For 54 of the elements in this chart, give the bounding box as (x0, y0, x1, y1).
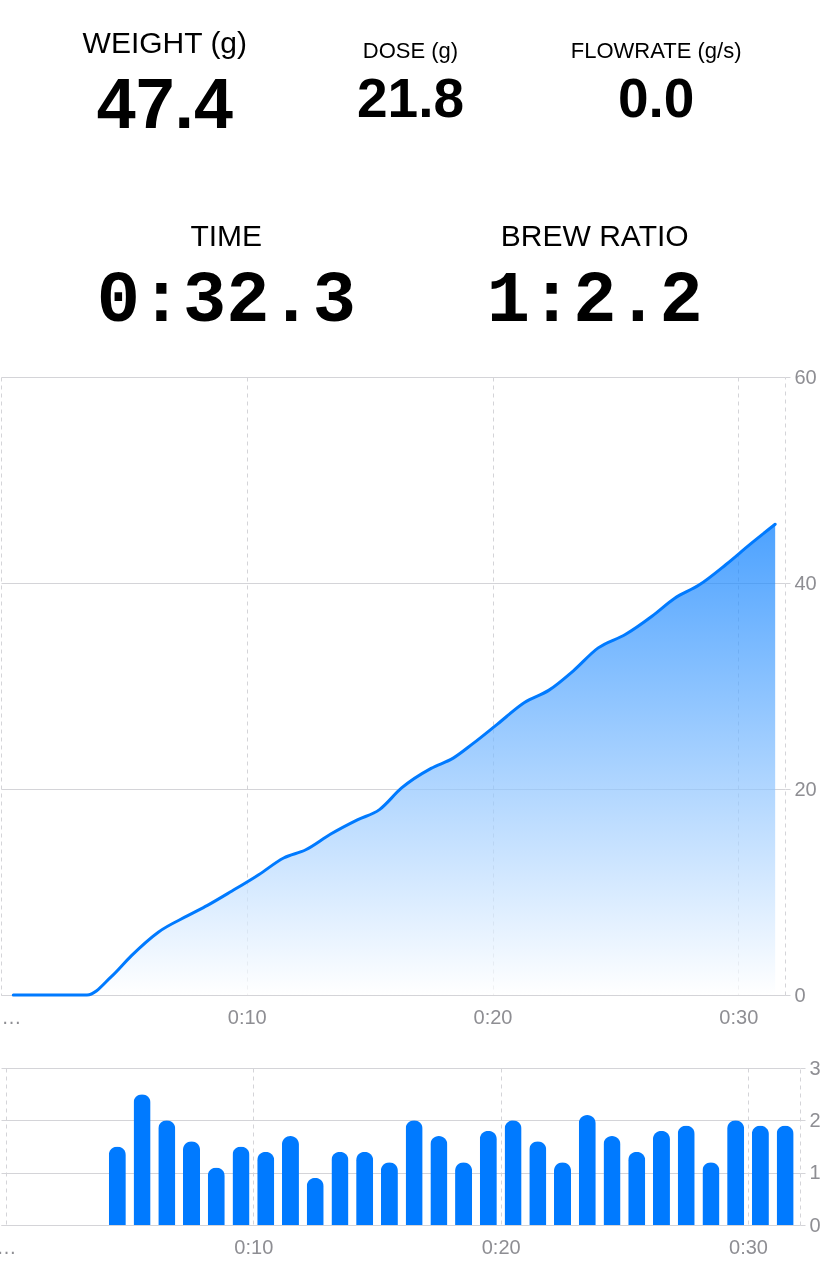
text: 0:32.3 (96, 260, 356, 343)
bar (232, 1146, 250, 1225)
y-tick-label: 1 (809, 1161, 821, 1184)
bar (281, 1136, 299, 1225)
bar (182, 1141, 201, 1225)
text: WEIGHT (g) (82, 26, 248, 60)
bar (776, 1125, 794, 1225)
bar (652, 1130, 670, 1225)
y-tick-label: 60 (794, 365, 817, 388)
x-tick-label: 0:10 (234, 1235, 274, 1258)
x-tick-label: 0:10 (227, 1005, 267, 1028)
bar (108, 1146, 126, 1225)
text: BREW RATIO (500, 219, 689, 252)
y-tick-label: 3 (809, 1056, 821, 1079)
y-tick-label: 40 (794, 571, 817, 594)
text: 47.4 (96, 64, 233, 143)
bar (306, 1177, 324, 1225)
y-tick-label: 0 (809, 1213, 821, 1236)
bar (751, 1125, 769, 1225)
bar (207, 1167, 225, 1225)
bar (430, 1136, 448, 1225)
bar (133, 1094, 151, 1225)
x-tick-label: 0:30 (729, 1235, 768, 1258)
x-tick-label: 0:30 (719, 1005, 759, 1028)
bar (356, 1151, 374, 1225)
bar (553, 1162, 572, 1225)
bar (677, 1125, 695, 1225)
bar (504, 1120, 522, 1225)
text: TIME (190, 219, 263, 252)
bar (702, 1162, 720, 1225)
bar (380, 1162, 398, 1225)
bar (529, 1141, 547, 1225)
bar (479, 1130, 497, 1225)
bar (405, 1120, 423, 1225)
bar (455, 1162, 473, 1225)
y-tick-label: 2 (809, 1108, 821, 1131)
text: FLOWRATE (g/s) (570, 38, 742, 64)
text: DOSE (g) (362, 38, 459, 64)
text: 0.0 (617, 67, 695, 130)
text: 1:2.2 (486, 260, 703, 343)
y-tick-label: 20 (794, 777, 817, 800)
x-tick-label: … (0, 1235, 17, 1258)
text: 21.8 (356, 67, 465, 130)
bar (628, 1151, 646, 1225)
bar (727, 1120, 745, 1225)
bar (331, 1151, 349, 1225)
bar (603, 1136, 621, 1225)
bar (578, 1115, 596, 1225)
x-tick-label: … (1, 1005, 22, 1028)
bar (257, 1151, 275, 1225)
y-tick-label: 0 (794, 983, 806, 1006)
x-tick-label: 0:20 (473, 1005, 513, 1028)
bar (158, 1120, 176, 1225)
x-tick-label: 0:20 (481, 1235, 521, 1258)
